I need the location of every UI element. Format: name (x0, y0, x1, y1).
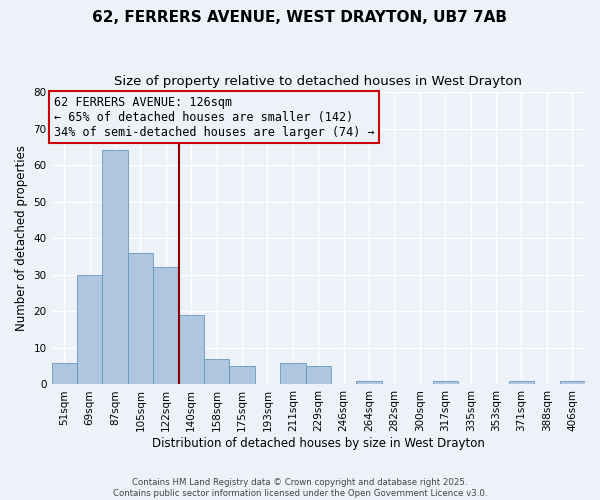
Bar (560, 381, 585, 384)
Y-axis label: Number of detached properties: Number of detached properties (15, 145, 28, 331)
Bar (229, 366, 255, 384)
Bar (280, 362, 305, 384)
Bar (509, 381, 534, 384)
Title: Size of property relative to detached houses in West Drayton: Size of property relative to detached ho… (114, 75, 522, 88)
Bar (103, 150, 128, 384)
Bar (128, 253, 153, 384)
Bar (77, 275, 103, 384)
Bar (153, 268, 179, 384)
Text: Contains HM Land Registry data © Crown copyright and database right 2025.
Contai: Contains HM Land Registry data © Crown c… (113, 478, 487, 498)
Bar (52, 362, 77, 384)
Bar (433, 381, 458, 384)
Bar (356, 381, 382, 384)
Text: 62, FERRERS AVENUE, WEST DRAYTON, UB7 7AB: 62, FERRERS AVENUE, WEST DRAYTON, UB7 7A… (92, 10, 508, 25)
Text: 62 FERRERS AVENUE: 126sqm
← 65% of detached houses are smaller (142)
34% of semi: 62 FERRERS AVENUE: 126sqm ← 65% of detac… (54, 96, 375, 138)
Bar (179, 315, 204, 384)
Bar (305, 366, 331, 384)
X-axis label: Distribution of detached houses by size in West Drayton: Distribution of detached houses by size … (152, 437, 485, 450)
Bar (204, 359, 229, 384)
